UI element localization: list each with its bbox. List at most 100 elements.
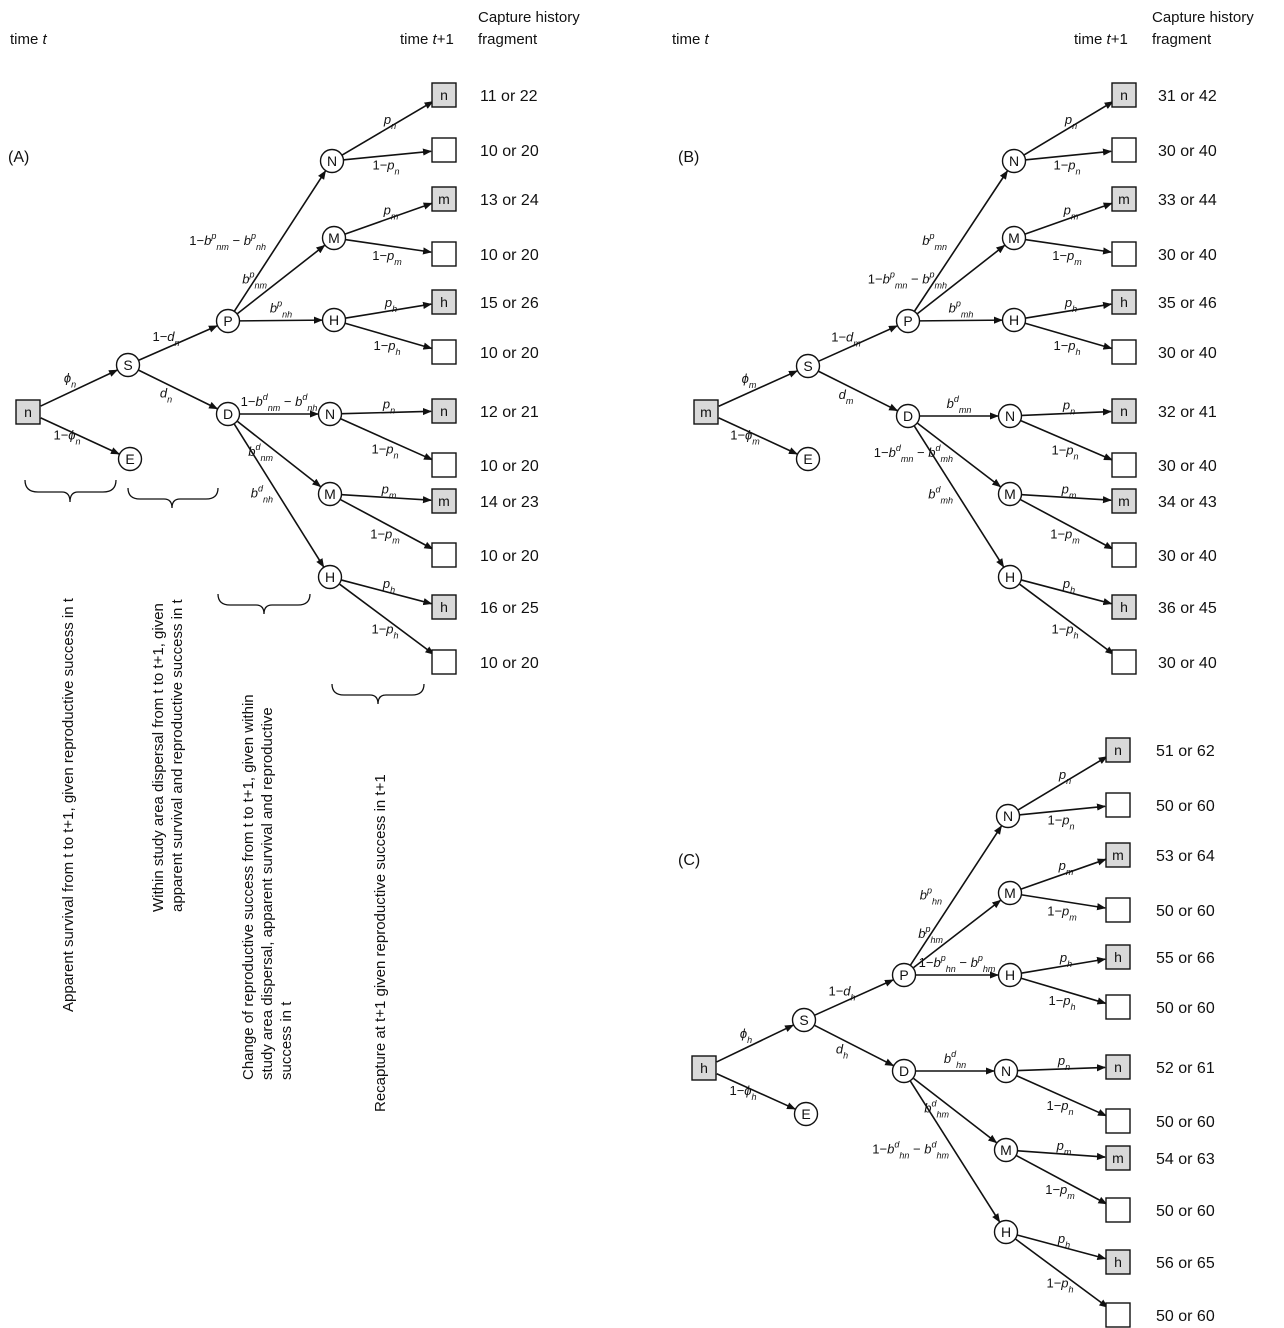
brace-dispersal: [127, 487, 219, 509]
panel-label: (C): [678, 852, 700, 869]
reproduction-node-none: N: [317, 401, 343, 427]
edge-not-recaptured: [1021, 977, 1107, 1005]
not-recaptured-box: [431, 137, 457, 163]
philopatric-node: P: [891, 962, 917, 988]
recaptured-box-medium: m: [1105, 842, 1131, 868]
reproduction-node-none: N: [1001, 148, 1027, 174]
label-transition: bdmh: [928, 485, 953, 506]
recaptured-box-high: h: [1111, 594, 1137, 620]
edge-emigration: [40, 417, 120, 455]
recaptured-box-high: h: [1111, 289, 1137, 315]
edge-not-recaptured: [345, 322, 433, 350]
label-not-recaptured-prob: 1−ph: [1046, 1276, 1073, 1295]
label-d: dn: [160, 386, 172, 405]
survival-node: S: [115, 352, 141, 378]
not-recaptured-box: [1111, 339, 1137, 365]
recaptured-box-none: n: [1105, 1054, 1131, 1080]
time-t-label: time t: [10, 31, 48, 48]
recaptured-box-medium: m: [1111, 186, 1137, 212]
label-recapture-prob: pn: [1057, 1053, 1070, 1072]
reproduction-node-medium: M: [321, 225, 347, 251]
label-not-recaptured-prob: 1−ph: [371, 622, 398, 641]
svg-text:m: m: [700, 404, 712, 420]
stage-braces: [24, 479, 425, 705]
recaptured-box-none: n: [431, 82, 457, 108]
not-recaptured-box: [1111, 137, 1137, 163]
caption-survival: Apparent survival from t to t+1, given r…: [60, 597, 77, 1012]
capture-history-fragment: 10 or 20: [480, 548, 539, 565]
capture-history-fragment: 50 or 60: [1156, 1308, 1215, 1325]
edge-recapture: [345, 301, 433, 319]
not-recaptured-box: [431, 542, 457, 568]
edge-not-recaptured: [345, 238, 433, 255]
svg-text:n: n: [1120, 87, 1128, 103]
time-t-label: time t: [672, 31, 710, 48]
label-recapture-prob: pm: [1061, 482, 1077, 501]
recaptured-box-none: n: [431, 398, 457, 424]
edge-reproduction-change: [233, 423, 325, 568]
capture-history-fragment: 32 or 41: [1158, 404, 1217, 421]
label-not-recaptured-prob: 1−pm: [1050, 527, 1080, 546]
capture-history-fragment: 14 or 23: [480, 494, 539, 511]
recaptured-box-none: n: [1105, 737, 1131, 763]
label-transition: 1−bdnm − bdnh: [241, 392, 318, 413]
label-not-recaptured-prob: 1−pm: [1047, 904, 1077, 923]
edge-reproduction-change: [917, 422, 1002, 488]
svg-text:M: M: [1004, 486, 1016, 502]
svg-text:S: S: [799, 1012, 808, 1028]
label-recapture-prob: pn: [382, 397, 395, 416]
edge-survival: [718, 370, 798, 407]
label-phi: ϕh: [740, 1026, 752, 1045]
edge-philopatry: [814, 979, 894, 1016]
edge-recapture: [1017, 1234, 1107, 1261]
capture-history-fragment: 10 or 20: [480, 345, 539, 362]
svg-text:n: n: [1114, 742, 1122, 758]
label-recapture-prob: pm: [1056, 1138, 1072, 1157]
not-recaptured-box: [1111, 649, 1137, 675]
label-transition: bdhn: [944, 1049, 966, 1070]
edge-not-recaptured: [343, 148, 432, 161]
not-recaptured-box: [1105, 1108, 1131, 1134]
svg-text:m: m: [1118, 191, 1130, 207]
capture-history-fragment: 31 or 42: [1158, 88, 1217, 105]
label-transition: 1−bdhn − bdhm: [872, 1140, 949, 1161]
edge-not-recaptured: [339, 583, 435, 655]
capture-history-fragment: 55 or 66: [1156, 950, 1215, 967]
emigration-node: E: [117, 446, 143, 472]
label-recapture-prob: pn: [1064, 112, 1077, 131]
label-phi: ϕn: [64, 371, 76, 390]
svg-text:h: h: [1114, 1254, 1122, 1270]
svg-text:N: N: [1005, 408, 1015, 424]
edge-dispersal: [818, 370, 899, 412]
edge-not-recaptured: [1020, 420, 1113, 461]
reproduction-node-none: N: [993, 1058, 1019, 1084]
reproduction-node-high: H: [997, 962, 1023, 988]
edge-survival: [40, 369, 118, 407]
stage-captions: Apparent survival from t to t+1, given r…: [60, 597, 389, 1112]
label-transition: bphm: [918, 924, 943, 945]
label-recapture-prob: ph: [382, 576, 395, 595]
svg-text:M: M: [324, 486, 336, 502]
svg-text:m: m: [1118, 493, 1130, 509]
dispersal-node: D: [891, 1058, 917, 1084]
capture-history-fragment: 56 or 65: [1156, 1255, 1215, 1272]
not-recaptured-box: [431, 452, 457, 478]
label-one-minus-d: 1−dm: [831, 330, 861, 349]
svg-text:P: P: [903, 313, 912, 329]
label-one-minus-phi: 1−ϕh: [729, 1083, 756, 1102]
capture-history-header-line2: fragment: [1152, 31, 1212, 48]
svg-text:N: N: [1003, 808, 1013, 824]
caption-reproduction-change: Change of reproductive success from t to…: [240, 690, 295, 1080]
label-transition: bpnh: [270, 299, 292, 320]
label-recapture-prob: pn: [1058, 767, 1071, 786]
svg-text:D: D: [223, 406, 233, 422]
edge-reproduction-change: [236, 244, 326, 315]
label-not-recaptured-prob: 1−ph: [373, 338, 400, 357]
capture-history-fragment: 35 or 46: [1158, 295, 1217, 312]
recaptured-box-medium: m: [1105, 1145, 1131, 1171]
label-d: dm: [839, 387, 854, 406]
header-right: time t time t+1 Capture history fragment: [672, 9, 1254, 48]
label-transition: bpmn: [922, 231, 947, 252]
svg-text:n: n: [440, 87, 448, 103]
label-recapture-prob: pm: [1063, 203, 1079, 222]
